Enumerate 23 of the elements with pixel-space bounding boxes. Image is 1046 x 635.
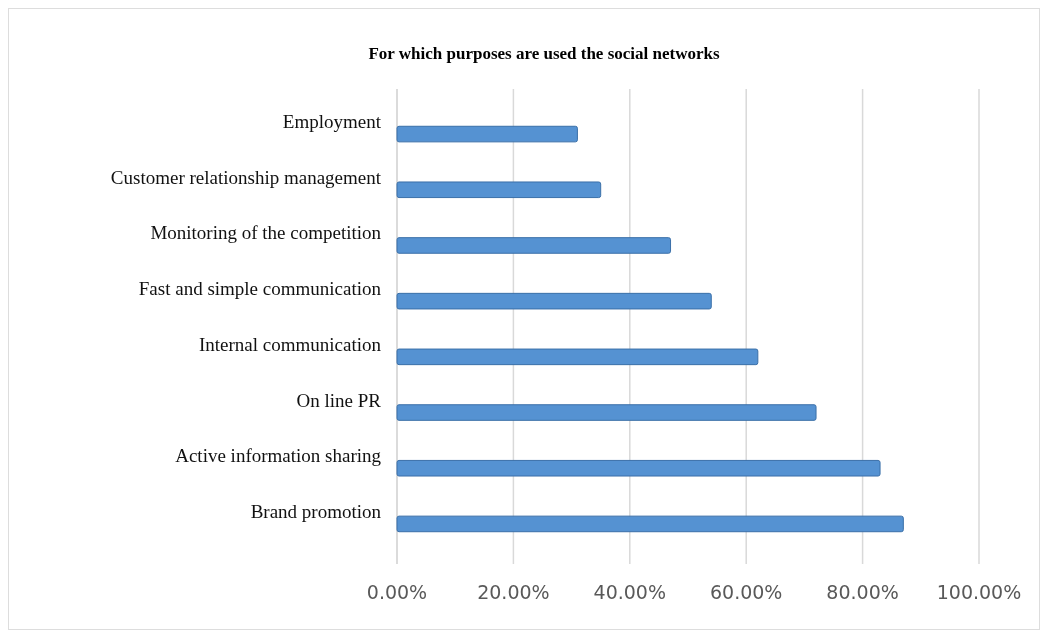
x-tick-label: 0.00% bbox=[366, 581, 428, 603]
y-tick-label: Customer relationship management bbox=[110, 166, 382, 188]
bar bbox=[396, 459, 881, 477]
y-tick-label: Employment bbox=[282, 111, 382, 133]
x-tick-label: 60.00% bbox=[709, 581, 783, 603]
x-tick-label: 40.00% bbox=[593, 581, 667, 603]
y-tick-label: Brand promotion bbox=[250, 500, 382, 522]
bar bbox=[396, 292, 712, 310]
bar bbox=[396, 515, 904, 533]
y-tick-label: Internal communication bbox=[198, 333, 382, 355]
x-tick-label: 20.00% bbox=[477, 581, 550, 603]
x-tick-label: 80.00% bbox=[826, 581, 899, 603]
bar bbox=[396, 237, 672, 254]
bar bbox=[396, 404, 817, 421]
y-tick-label: Fast and simple communication bbox=[138, 278, 382, 300]
chart-title: For which purposes are used the social networks bbox=[368, 44, 720, 63]
y-tick-label: Active information sharing bbox=[175, 445, 382, 467]
x-tick-label: 100.00% bbox=[936, 581, 1022, 603]
bar bbox=[396, 125, 578, 143]
bar bbox=[396, 348, 759, 366]
y-tick-label: Monitoring of the competition bbox=[150, 222, 382, 244]
y-tick-label: On line PR bbox=[296, 389, 382, 411]
bar bbox=[396, 181, 602, 199]
